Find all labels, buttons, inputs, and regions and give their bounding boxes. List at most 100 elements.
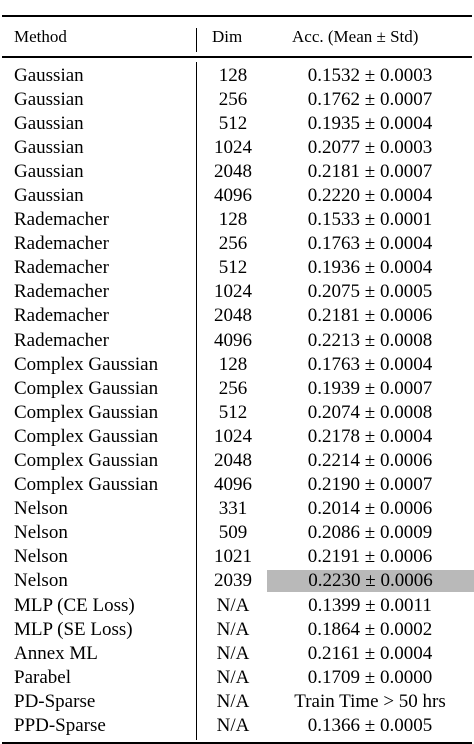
dim-cell: 4096 xyxy=(214,474,252,496)
accuracy-cell: 0.1762 ± 0.0007 xyxy=(307,88,433,110)
header-method: Method xyxy=(14,27,67,46)
table-row: Complex Gaussian 128 0.1763 ± 0.0004 xyxy=(2,353,472,377)
dim-cell: 2039 xyxy=(214,570,252,592)
method-cell: MLP (CE Loss) xyxy=(14,594,135,616)
method-cell: Rademacher xyxy=(14,233,109,255)
dim-cell: 512 xyxy=(218,112,248,134)
dim-cell: N/A xyxy=(216,618,250,640)
dim-cell: 2048 xyxy=(214,450,252,471)
table-row: Nelson 331 0.2014 ± 0.0006 xyxy=(2,497,472,521)
table-row: Nelson 1021 0.2191 ± 0.0006 xyxy=(2,545,472,569)
accuracy-cell: 0.1939 ± 0.0007 xyxy=(307,377,433,399)
accuracy-cell: 0.1936 ± 0.0004 xyxy=(307,257,433,279)
dim-cell: N/A xyxy=(216,690,250,712)
method-cell: Complex Gaussian xyxy=(14,353,159,375)
table-row: PPD-Sparse N/A 0.1366 ± 0.0005 xyxy=(2,714,472,738)
method-cell: Nelson xyxy=(14,522,68,544)
table-row-highlighted: Nelson 2039 0.2230 ± 0.0006 xyxy=(2,569,474,593)
accuracy-cell: 0.2181 ± 0.0006 xyxy=(307,305,433,327)
table-row: Gaussian 128 0.1532 ± 0.0003 xyxy=(2,64,472,88)
table-row: Rademacher 256 0.1763 ± 0.0004 xyxy=(2,232,472,256)
method-cell: Gaussian xyxy=(14,64,84,86)
table-row: Complex Gaussian 4096 0.2190 ± 0.0007 xyxy=(2,473,472,497)
accuracy-cell: 0.1864 ± 0.0002 xyxy=(307,618,433,640)
header-dim: Dim xyxy=(212,27,243,46)
table-row: Complex Gaussian 512 0.2074 ± 0.0008 xyxy=(2,401,472,425)
method-cell: Nelson xyxy=(14,498,68,520)
table-row: Rademacher 1024 0.2075 ± 0.0005 xyxy=(2,280,472,304)
table-row: Gaussian 1024 0.2077 ± 0.0003 xyxy=(2,136,472,160)
dim-cell: 509 xyxy=(218,522,248,544)
method-cell: Rademacher xyxy=(14,329,109,351)
table-header: Method Dim Acc. (Mean ± Std) xyxy=(2,17,472,56)
dim-cell: 256 xyxy=(218,88,248,110)
method-cell: Nelson xyxy=(14,546,68,568)
dim-cell: 128 xyxy=(218,209,248,231)
dim-cell: 512 xyxy=(218,257,248,279)
method-cell: Gaussian xyxy=(14,88,84,110)
accuracy-cell: 0.2220 ± 0.0004 xyxy=(307,184,433,206)
dim-cell: N/A xyxy=(216,715,250,737)
accuracy-cell: 0.2214 ± 0.0006 xyxy=(307,450,433,471)
method-cell: PD-Sparse xyxy=(14,690,96,712)
method-cell: Complex Gaussian xyxy=(14,474,159,496)
table-row: PD-Sparse N/A Train Time > 50 hrs xyxy=(2,690,472,714)
accuracy-cell: 0.2077 ± 0.0003 xyxy=(307,136,433,158)
dim-cell: 4096 xyxy=(214,329,252,351)
accuracy-cell: 0.1533 ± 0.0001 xyxy=(307,209,433,231)
dim-cell: 256 xyxy=(218,233,248,255)
method-cell: Rademacher xyxy=(14,257,109,279)
accuracy-cell: 0.2213 ± 0.0008 xyxy=(307,329,433,351)
table-row: MLP (CE Loss) N/A 0.1399 ± 0.0011 xyxy=(2,594,472,618)
accuracy-cell: 0.1935 ± 0.0004 xyxy=(307,112,433,134)
table-row: Complex Gaussian 256 0.1939 ± 0.0007 xyxy=(2,377,472,401)
method-cell: Annex ML xyxy=(14,642,98,664)
accuracy-cell: 0.2230 ± 0.0006 xyxy=(267,570,474,593)
table-row: Rademacher 512 0.1936 ± 0.0004 xyxy=(2,256,472,280)
header-rule xyxy=(2,56,472,58)
method-cell: Gaussian xyxy=(14,184,84,206)
dim-cell: N/A xyxy=(216,594,250,616)
dim-cell: 128 xyxy=(218,353,248,375)
accuracy-cell: Train Time > 50 hrs xyxy=(294,690,446,712)
table-row: Nelson 509 0.2086 ± 0.0009 xyxy=(2,521,472,545)
method-cell: Gaussian xyxy=(14,136,84,158)
accuracy-cell: 0.2191 ± 0.0006 xyxy=(307,546,433,568)
header-accuracy: Acc. (Mean ± Std) xyxy=(292,27,419,46)
method-cell: Nelson xyxy=(14,570,68,592)
accuracy-cell: 0.2074 ± 0.0008 xyxy=(307,401,433,423)
method-cell: Complex Gaussian xyxy=(14,377,159,399)
dim-cell: 256 xyxy=(218,377,248,399)
method-cell: Parabel xyxy=(14,666,71,688)
method-cell: Rademacher xyxy=(14,305,109,327)
top-rule xyxy=(2,15,472,17)
column-separator xyxy=(196,28,197,52)
accuracy-cell: 0.1366 ± 0.0005 xyxy=(307,715,433,737)
dim-cell: 1024 xyxy=(214,425,252,447)
dim-cell: 512 xyxy=(218,401,248,423)
method-cell: Rademacher xyxy=(14,209,109,231)
table-row: Rademacher 4096 0.2213 ± 0.0008 xyxy=(2,329,472,353)
method-cell: Complex Gaussian xyxy=(14,401,159,423)
table-row: Gaussian 2048 0.2181 ± 0.0007 xyxy=(2,160,472,184)
dim-cell: 128 xyxy=(218,64,248,86)
results-table: Method Dim Acc. (Mean ± Std) Gaussian 128… xyxy=(2,15,474,744)
table-row: Complex Gaussian 1024 0.2178 ± 0.0004 xyxy=(2,425,472,449)
method-cell: Gaussian xyxy=(14,160,84,182)
dim-cell: 2048 xyxy=(214,305,252,327)
table-row: Rademacher 128 0.1533 ± 0.0001 xyxy=(2,208,472,232)
accuracy-cell: 0.2161 ± 0.0004 xyxy=(307,642,433,664)
method-cell: MLP (SE Loss) xyxy=(14,618,133,640)
accuracy-cell: 0.2178 ± 0.0004 xyxy=(307,425,433,447)
accuracy-cell: 0.1532 ± 0.0003 xyxy=(307,64,433,86)
dim-cell: N/A xyxy=(216,642,250,664)
method-cell: Complex Gaussian xyxy=(14,450,159,471)
accuracy-cell: 0.1763 ± 0.0004 xyxy=(307,233,433,255)
table-body: Gaussian 128 0.1532 ± 0.0003 Gaussian 256 0.1… xyxy=(2,58,474,743)
method-cell: PPD-Sparse xyxy=(14,715,106,737)
accuracy-cell: 0.2086 ± 0.0009 xyxy=(307,522,433,544)
dim-cell: 331 xyxy=(218,498,248,520)
table-row: Complex Gaussian 2048 0.2214 ± 0.0006 xyxy=(2,449,472,473)
accuracy-cell: 0.1709 ± 0.0000 xyxy=(307,666,433,688)
column-separator xyxy=(196,61,197,741)
